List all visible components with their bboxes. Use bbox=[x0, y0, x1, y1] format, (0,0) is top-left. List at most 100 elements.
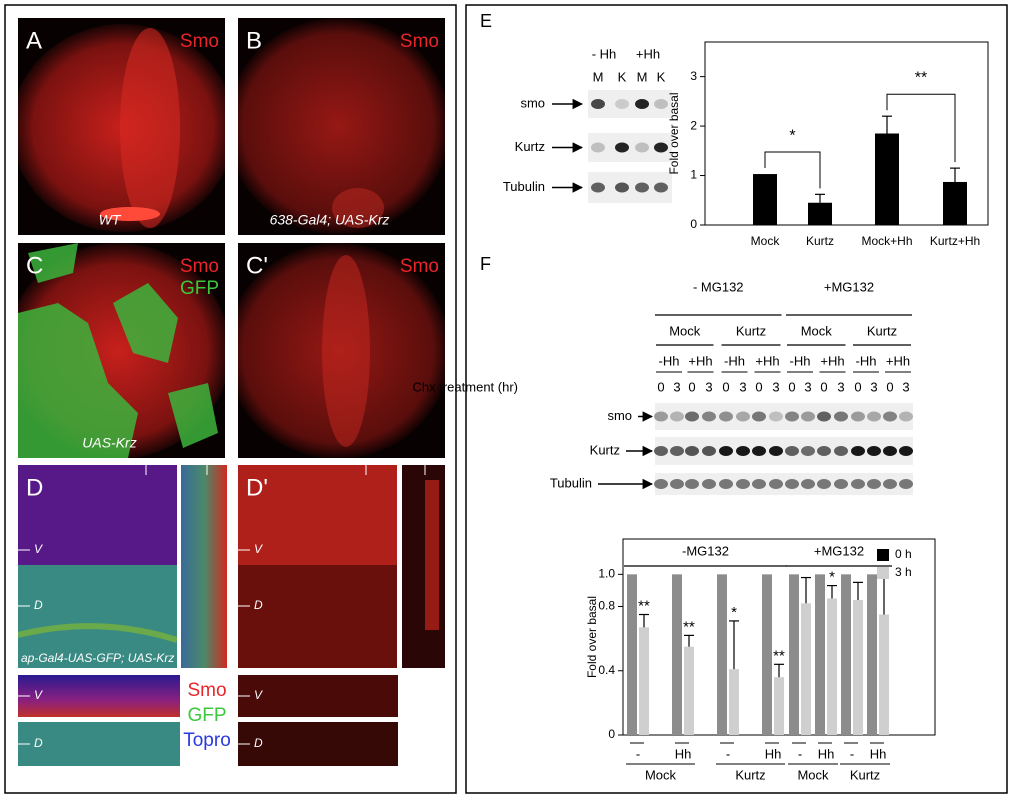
condition: +Hh bbox=[636, 46, 660, 61]
group-label: Kurtz bbox=[850, 767, 880, 782]
tissue-band bbox=[322, 255, 370, 447]
genotype: WT bbox=[99, 212, 122, 228]
blot-band bbox=[685, 479, 699, 489]
time-label: 3 bbox=[870, 379, 877, 394]
blot-band bbox=[834, 411, 848, 422]
treatment: - MG132 bbox=[693, 279, 744, 294]
time-label: 3 bbox=[772, 379, 779, 394]
x-tick-label: Mock+Hh bbox=[861, 234, 912, 248]
blot-band bbox=[752, 479, 766, 489]
blot-band bbox=[702, 446, 716, 456]
blot-band bbox=[736, 411, 750, 422]
bar bbox=[853, 600, 863, 735]
section-strip bbox=[181, 465, 227, 668]
axis-label: V bbox=[254, 688, 263, 702]
axis-label: V bbox=[34, 542, 43, 556]
blot-band bbox=[801, 479, 815, 489]
blot-band bbox=[752, 411, 766, 422]
chx-label: Chx treatment (hr) bbox=[413, 379, 518, 394]
time-label: 0 bbox=[755, 379, 762, 394]
hh-label: +Hh bbox=[688, 353, 712, 368]
x-tick-label: Hh bbox=[870, 746, 887, 761]
blot-row-label: Kurtz bbox=[590, 442, 620, 457]
y-tick-label: 2 bbox=[690, 118, 697, 132]
axis-label: V bbox=[254, 542, 263, 556]
genotype: UAS-Krz bbox=[82, 435, 136, 451]
blot-strip bbox=[655, 473, 913, 495]
panel-letter: A bbox=[26, 27, 42, 54]
blot-band bbox=[635, 99, 649, 109]
stain-legend: Smo bbox=[187, 680, 226, 701]
significance-label: * bbox=[731, 604, 737, 621]
bar bbox=[867, 574, 877, 735]
y-axis-label: Fold over basal bbox=[585, 596, 599, 678]
bar bbox=[879, 614, 889, 735]
blot-band bbox=[834, 479, 848, 489]
x-tick-label: Hh bbox=[765, 746, 782, 761]
hh-label: +Hh bbox=[886, 353, 910, 368]
hh-label: -Hh bbox=[856, 353, 877, 368]
blot-band bbox=[719, 446, 733, 456]
significance-label: ** bbox=[773, 647, 785, 664]
panel-letter: B bbox=[246, 27, 262, 54]
blot-band bbox=[702, 411, 716, 422]
blot-band bbox=[654, 99, 668, 109]
x-tick-label: Hh bbox=[818, 746, 835, 761]
blot-band bbox=[801, 446, 815, 456]
tissue-band bbox=[332, 188, 384, 228]
time-label: 0 bbox=[788, 379, 795, 394]
x-tick-label: - bbox=[850, 746, 854, 761]
blot-band bbox=[899, 479, 913, 489]
blot-band bbox=[670, 479, 684, 489]
time-label: 3 bbox=[673, 379, 680, 394]
blot-band bbox=[883, 479, 897, 489]
blot-band bbox=[769, 446, 783, 456]
bar bbox=[639, 627, 649, 735]
blot-row-label: smo bbox=[607, 408, 632, 423]
group-label: Mock bbox=[645, 767, 677, 782]
hh-label: +Hh bbox=[820, 353, 844, 368]
blot-band bbox=[591, 99, 605, 109]
blot-band bbox=[769, 479, 783, 489]
gfp-clone bbox=[113, 283, 178, 363]
stain-label: Smo bbox=[400, 31, 439, 52]
bar bbox=[815, 574, 825, 735]
group-label: Mock bbox=[669, 323, 701, 338]
significance-label: ** bbox=[683, 618, 695, 635]
x-tick-label: Hh bbox=[675, 746, 692, 761]
blot-band bbox=[817, 411, 831, 422]
blot-band bbox=[591, 142, 605, 153]
micrograph bbox=[18, 243, 225, 458]
y-axis-label: Fold over basal bbox=[667, 92, 681, 174]
blot-band bbox=[883, 411, 897, 422]
bar bbox=[672, 574, 682, 735]
lane-label: K bbox=[657, 69, 666, 84]
treatment: +MG132 bbox=[824, 279, 874, 294]
blot-band bbox=[867, 411, 881, 422]
time-label: 3 bbox=[902, 379, 909, 394]
blot-band bbox=[899, 411, 913, 422]
blot-band bbox=[851, 479, 865, 489]
time-label: 3 bbox=[804, 379, 811, 394]
micrograph bbox=[238, 243, 445, 458]
lane-label: M bbox=[637, 69, 648, 84]
gfp-clone bbox=[28, 243, 78, 283]
blot-band bbox=[670, 446, 684, 456]
tissue-top bbox=[238, 465, 397, 565]
blot-band bbox=[883, 446, 897, 456]
blot-band bbox=[670, 411, 684, 422]
micrograph bbox=[238, 465, 397, 668]
section-strip bbox=[238, 722, 398, 766]
group-label: Kurtz bbox=[735, 767, 765, 782]
blot-band bbox=[851, 446, 865, 456]
hh-label: -Hh bbox=[790, 353, 811, 368]
blot-band bbox=[654, 446, 668, 456]
blot-row-label: Kurtz bbox=[515, 139, 545, 154]
y-tick-label: 0.8 bbox=[598, 599, 615, 613]
time-label: 0 bbox=[657, 379, 664, 394]
tissue-bottom bbox=[18, 565, 177, 668]
tissue-bottom bbox=[238, 565, 397, 668]
group-label: Kurtz bbox=[736, 323, 766, 338]
significance-bracket bbox=[764, 151, 821, 189]
bar bbox=[762, 574, 772, 735]
